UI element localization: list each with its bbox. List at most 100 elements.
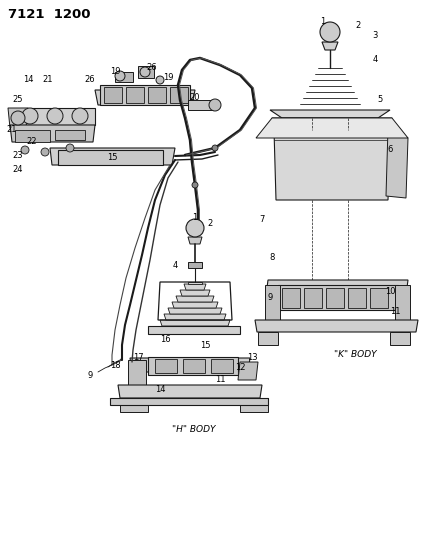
- Text: 21: 21: [43, 76, 53, 85]
- Polygon shape: [148, 326, 240, 334]
- Bar: [304, 288, 322, 308]
- Polygon shape: [95, 90, 195, 105]
- Text: 1: 1: [192, 214, 198, 222]
- Polygon shape: [238, 362, 258, 380]
- Circle shape: [72, 108, 88, 124]
- Text: 7121  1200: 7121 1200: [8, 8, 90, 21]
- Circle shape: [66, 144, 74, 152]
- Polygon shape: [172, 302, 218, 308]
- Bar: [211, 359, 233, 373]
- Bar: [370, 288, 388, 308]
- Polygon shape: [266, 280, 408, 295]
- Text: 7: 7: [259, 215, 265, 224]
- Polygon shape: [130, 358, 250, 372]
- Bar: [278, 285, 398, 310]
- Text: 18: 18: [110, 360, 120, 369]
- Circle shape: [115, 71, 125, 81]
- Circle shape: [186, 219, 204, 237]
- Circle shape: [212, 145, 218, 151]
- Text: 16: 16: [160, 335, 170, 344]
- Polygon shape: [274, 130, 390, 200]
- Polygon shape: [176, 296, 214, 302]
- Polygon shape: [270, 110, 390, 118]
- Circle shape: [47, 108, 63, 124]
- Bar: [148, 357, 238, 375]
- Polygon shape: [188, 282, 202, 284]
- Polygon shape: [20, 108, 95, 125]
- Polygon shape: [255, 320, 418, 332]
- Polygon shape: [110, 398, 268, 405]
- Bar: [390, 332, 410, 345]
- Circle shape: [192, 182, 198, 188]
- Text: 4: 4: [372, 55, 377, 64]
- Text: 11: 11: [215, 376, 225, 384]
- Polygon shape: [128, 360, 146, 385]
- Polygon shape: [118, 385, 262, 398]
- Text: 19: 19: [110, 68, 120, 77]
- Text: 15: 15: [107, 154, 117, 163]
- Polygon shape: [8, 108, 28, 128]
- Circle shape: [11, 111, 25, 125]
- Text: 8: 8: [269, 254, 275, 262]
- Circle shape: [320, 22, 340, 42]
- Circle shape: [41, 148, 49, 156]
- Circle shape: [156, 76, 164, 84]
- Bar: [104, 87, 122, 103]
- Bar: [138, 66, 154, 78]
- Text: 25: 25: [13, 95, 23, 104]
- Text: "H" BODY: "H" BODY: [172, 425, 216, 434]
- Polygon shape: [184, 284, 206, 290]
- Text: 13: 13: [247, 353, 257, 362]
- Text: 23: 23: [13, 150, 23, 159]
- Bar: [58, 150, 163, 165]
- Text: "K" BODY: "K" BODY: [334, 350, 376, 359]
- Polygon shape: [256, 118, 408, 138]
- Polygon shape: [188, 100, 215, 110]
- Circle shape: [140, 67, 150, 77]
- Polygon shape: [160, 320, 230, 326]
- Text: 17: 17: [133, 352, 143, 361]
- Bar: [100, 85, 190, 105]
- Text: 24: 24: [13, 166, 23, 174]
- Text: 14: 14: [23, 76, 33, 85]
- Polygon shape: [386, 128, 408, 198]
- Text: 6: 6: [387, 146, 392, 155]
- Text: 4: 4: [172, 261, 178, 270]
- Circle shape: [209, 99, 221, 111]
- Polygon shape: [272, 118, 392, 130]
- Text: 26: 26: [85, 76, 95, 85]
- Text: 2: 2: [355, 20, 361, 29]
- Text: 12: 12: [235, 362, 245, 372]
- Bar: [302, 118, 358, 130]
- Bar: [55, 130, 85, 140]
- Text: 22: 22: [27, 138, 37, 147]
- Polygon shape: [50, 148, 175, 165]
- Polygon shape: [188, 262, 202, 268]
- Polygon shape: [168, 308, 222, 314]
- Text: 9: 9: [268, 294, 273, 303]
- Text: 21: 21: [7, 125, 17, 134]
- Bar: [155, 359, 177, 373]
- Bar: [170, 87, 188, 103]
- Polygon shape: [180, 290, 210, 296]
- Bar: [240, 398, 268, 412]
- Text: 9: 9: [87, 370, 92, 379]
- Text: 14: 14: [155, 385, 165, 394]
- Bar: [282, 288, 300, 308]
- Text: 26: 26: [147, 62, 158, 71]
- Polygon shape: [188, 237, 202, 244]
- Bar: [15, 130, 50, 142]
- Bar: [348, 288, 366, 308]
- Circle shape: [22, 108, 38, 124]
- Text: 11: 11: [390, 308, 400, 317]
- Bar: [183, 359, 205, 373]
- Polygon shape: [10, 125, 95, 142]
- Bar: [326, 288, 344, 308]
- Text: 15: 15: [200, 341, 210, 350]
- Polygon shape: [395, 285, 410, 320]
- Bar: [148, 87, 166, 103]
- Polygon shape: [265, 285, 280, 320]
- Polygon shape: [322, 42, 338, 50]
- Polygon shape: [164, 314, 226, 320]
- Text: 3: 3: [372, 30, 377, 39]
